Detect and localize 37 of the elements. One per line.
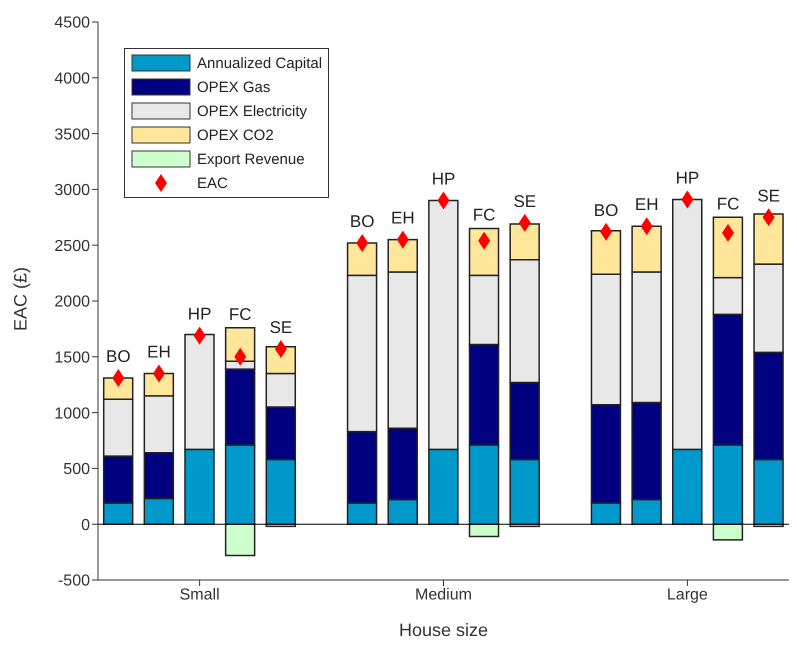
data-label: BO bbox=[350, 212, 374, 231]
legend-label: EAC bbox=[197, 174, 228, 192]
y-tick-label: 1500 bbox=[54, 349, 90, 366]
x-axis-title: House size bbox=[398, 620, 488, 640]
data-label: BO bbox=[106, 347, 131, 366]
data-label: SE bbox=[270, 318, 292, 337]
x-tick-label: Medium bbox=[415, 586, 472, 604]
y-tick-label: 0 bbox=[81, 516, 90, 534]
y-tick-label: 4500 bbox=[54, 14, 90, 32]
y-tick-label: 4000 bbox=[54, 70, 90, 88]
data-label: HP bbox=[432, 170, 456, 189]
data-label: BO bbox=[594, 200, 618, 220]
data-label: SE bbox=[513, 192, 536, 211]
y-tick-label: 1000 bbox=[54, 405, 90, 422]
legend-label: OPEX Electricity bbox=[197, 102, 308, 120]
y-tick-label: -500 bbox=[58, 572, 90, 590]
x-tick-label: Large bbox=[666, 586, 708, 604]
y-tick-label: 2000 bbox=[54, 294, 90, 311]
data-label: EH bbox=[634, 195, 659, 214]
data-label: HP bbox=[188, 304, 212, 324]
data-label: FC bbox=[228, 304, 252, 324]
y-tick-label: 3500 bbox=[54, 126, 90, 144]
x-tick-label: Small bbox=[180, 586, 220, 604]
y-axis-title: EAC (£) bbox=[10, 266, 30, 331]
y-tick-label: 2500 bbox=[54, 238, 90, 255]
legend-label: OPEX CO2 bbox=[197, 126, 274, 144]
data-label: EH bbox=[147, 342, 171, 362]
legend-label: OPEX Gas bbox=[197, 78, 270, 96]
legend-label: Export Revenue bbox=[197, 150, 305, 168]
data-label: EH bbox=[391, 208, 415, 228]
legend-label: Annualized Capital bbox=[197, 54, 322, 72]
data-label: FC bbox=[716, 194, 740, 214]
y-tick-label: 3000 bbox=[54, 182, 90, 200]
y-tick-label: 500 bbox=[63, 461, 90, 478]
data-label: FC bbox=[472, 205, 496, 224]
data-label: HP bbox=[676, 168, 700, 188]
data-label: SE bbox=[757, 186, 780, 206]
